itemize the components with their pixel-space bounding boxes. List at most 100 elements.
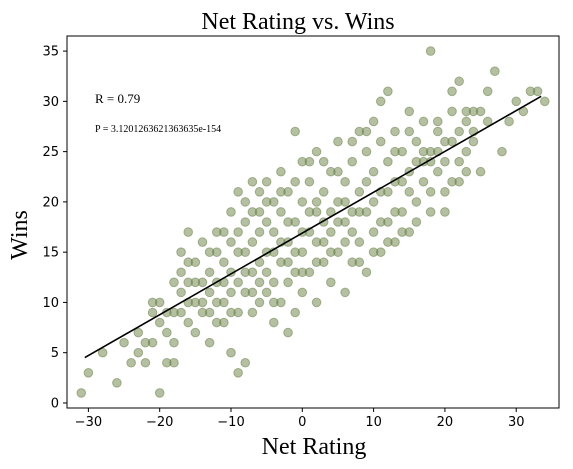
- data-point: [204, 247, 215, 257]
- data-point: [112, 378, 122, 388]
- x-tick-label: −20: [146, 415, 173, 430]
- data-point: [254, 277, 265, 288]
- data-point: [482, 116, 493, 127]
- data-point: [197, 237, 208, 247]
- data-point: [326, 277, 336, 288]
- data-point: [162, 327, 172, 338]
- data-point: [361, 176, 372, 187]
- data-point: [461, 166, 472, 177]
- data-point: [425, 187, 436, 197]
- data-point: [397, 227, 407, 237]
- data-points: [76, 46, 550, 398]
- data-point: [304, 176, 315, 187]
- data-point: [169, 277, 179, 288]
- data-point: [390, 146, 400, 157]
- data-point: [247, 207, 258, 217]
- data-point: [318, 156, 329, 167]
- data-point: [254, 297, 265, 308]
- data-point: [226, 347, 236, 358]
- data-point: [240, 247, 251, 257]
- data-point: [333, 136, 343, 147]
- data-point: [297, 267, 308, 278]
- data-point: [283, 277, 293, 288]
- data-point: [318, 237, 329, 247]
- data-point: [240, 267, 251, 278]
- data-point: [411, 136, 422, 147]
- data-point: [383, 237, 393, 247]
- data-point: [361, 126, 372, 137]
- data-point: [318, 187, 329, 197]
- data-point: [497, 146, 507, 157]
- axis-ticks: −30 −20 −10 0 10 20 30 0 5 10 15 20 25 30 35: [42, 45, 524, 430]
- data-point: [418, 146, 429, 157]
- data-point: [311, 197, 322, 207]
- data-point: [447, 86, 457, 97]
- data-point: [425, 207, 436, 217]
- x-tick-label: 0: [298, 415, 306, 430]
- data-point: [511, 96, 522, 107]
- data-point: [254, 227, 265, 237]
- data-point: [368, 247, 379, 257]
- data-point: [383, 187, 393, 197]
- data-point: [247, 237, 258, 247]
- x-tick-label: 20: [437, 415, 454, 430]
- data-point: [368, 197, 379, 207]
- data-point: [176, 267, 186, 278]
- data-point: [326, 227, 336, 237]
- data-point: [311, 297, 322, 308]
- data-point: [375, 136, 386, 147]
- data-point: [418, 116, 429, 127]
- data-point: [183, 317, 194, 328]
- data-point: [404, 187, 415, 197]
- data-point: [354, 257, 365, 268]
- data-point: [268, 317, 279, 328]
- regression-line: [84, 95, 542, 359]
- data-point: [454, 76, 464, 87]
- data-point: [440, 136, 450, 147]
- data-point: [169, 357, 179, 368]
- data-point: [276, 207, 286, 217]
- data-point: [247, 307, 258, 318]
- data-point: [340, 237, 350, 247]
- data-point: [233, 277, 243, 288]
- data-point: [390, 126, 400, 137]
- data-point: [311, 146, 322, 157]
- data-point: [447, 176, 457, 187]
- data-point: [354, 207, 365, 217]
- data-point: [461, 116, 472, 127]
- data-point: [375, 217, 386, 227]
- data-point: [126, 357, 136, 368]
- data-point: [304, 156, 315, 167]
- data-point: [154, 297, 165, 308]
- data-point: [440, 156, 450, 167]
- y-tick-label: 30: [42, 95, 59, 110]
- data-point: [283, 257, 293, 268]
- data-point: [454, 156, 464, 167]
- x-axis-label: Net Rating: [262, 434, 367, 460]
- data-point: [354, 237, 365, 247]
- regression-line-group: [84, 95, 542, 359]
- data-point: [404, 126, 415, 137]
- y-tick-label: 5: [51, 346, 59, 361]
- data-point: [432, 166, 443, 177]
- data-point: [361, 146, 372, 157]
- data-point: [261, 287, 272, 298]
- data-point: [176, 247, 186, 257]
- data-point: [133, 347, 144, 358]
- data-point: [397, 176, 407, 187]
- data-point: [240, 197, 251, 207]
- data-point: [211, 297, 222, 308]
- data-point: [247, 287, 258, 298]
- data-point: [290, 307, 300, 318]
- data-point: [368, 166, 379, 177]
- data-point: [268, 227, 279, 237]
- data-point: [418, 176, 429, 187]
- data-point: [204, 287, 215, 298]
- data-point: [482, 86, 493, 97]
- data-point: [204, 307, 215, 318]
- data-point: [226, 207, 236, 217]
- data-point: [354, 187, 365, 197]
- data-point: [340, 287, 350, 298]
